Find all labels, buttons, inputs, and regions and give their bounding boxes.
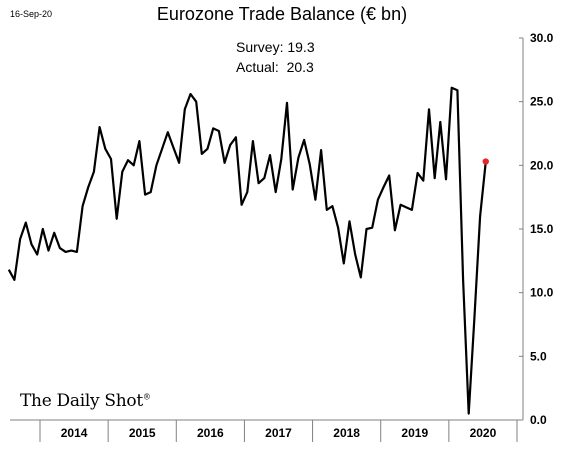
- y-tick-label: 25.0: [530, 95, 554, 109]
- date-stamp: 16-Sep-20: [10, 9, 53, 19]
- x-tick-label: 2016: [197, 426, 224, 440]
- x-tick-label: 2018: [333, 426, 360, 440]
- y-tick-label: 0.0: [530, 413, 547, 427]
- x-tick-label: 2015: [129, 426, 156, 440]
- series-line: [7, 86, 487, 415]
- y-tick-label: 5.0: [530, 349, 547, 363]
- actual-annotation: Actual: 20.3: [236, 59, 314, 75]
- y-tick-label: 30.0: [530, 31, 554, 45]
- y-tick-label: 20.0: [530, 158, 554, 172]
- x-tick-label: 2019: [401, 426, 428, 440]
- latest-point-marker: [482, 158, 489, 165]
- survey-annotation: Survey: 19.3: [236, 39, 315, 55]
- y-tick-label: 10.0: [530, 286, 554, 300]
- y-tick-label: 15.0: [530, 222, 554, 236]
- brand-logo: The Daily Shot®: [20, 391, 151, 411]
- x-tick-label: 2020: [470, 426, 497, 440]
- x-tick-label: 2017: [265, 426, 292, 440]
- chart-title: Eurozone Trade Balance (€ bn): [156, 4, 408, 24]
- x-tick-label: 2014: [61, 426, 88, 440]
